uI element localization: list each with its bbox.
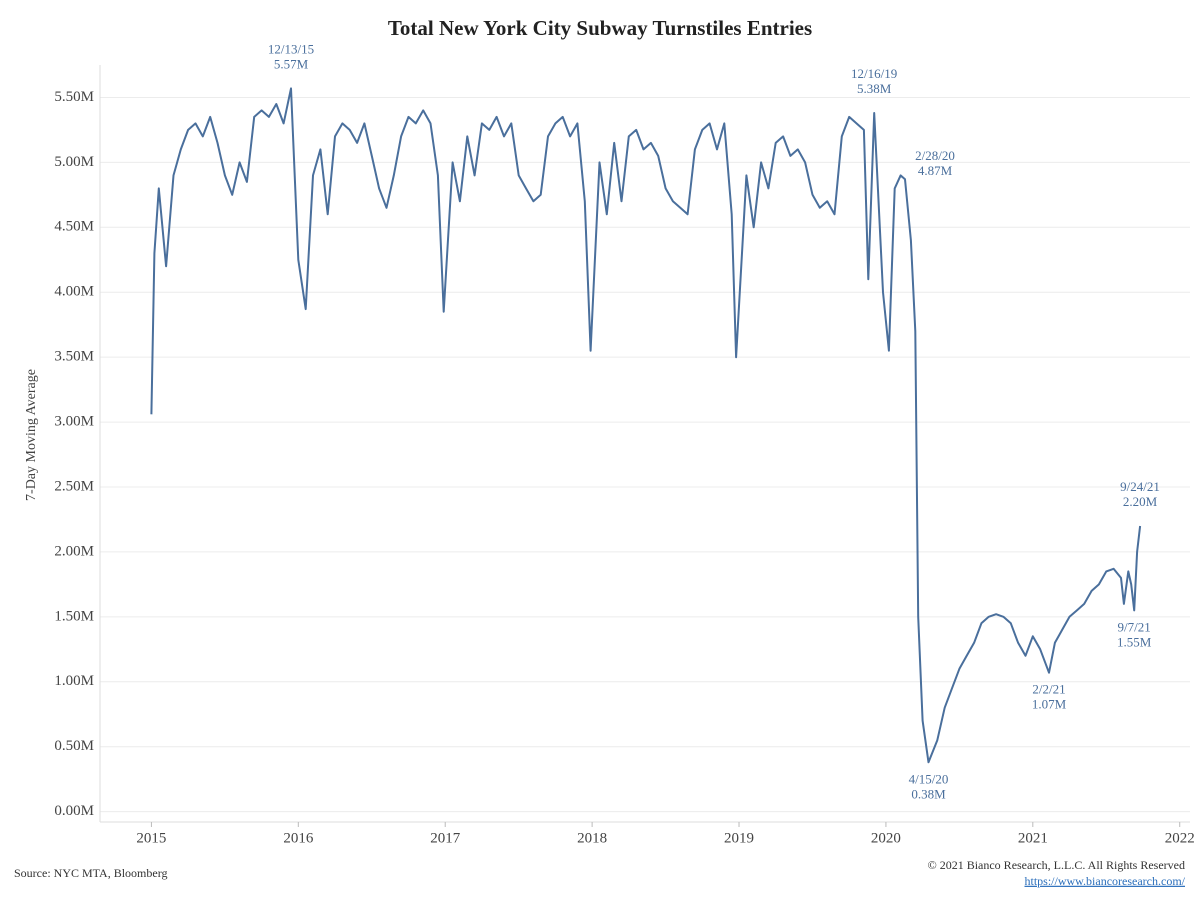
x-tick-label: 2016 — [283, 830, 314, 846]
y-tick-label: 2.50M — [54, 478, 94, 494]
annotation-date: 9/24/21 — [1120, 479, 1160, 494]
x-tick-label: 2018 — [577, 830, 607, 846]
source: Source: NYC MTA, Bloomberg — [14, 866, 167, 880]
link[interactable]: https://www.biancoresearch.com/ — [1024, 874, 1185, 888]
x-tick-label: 2017 — [430, 830, 461, 846]
y-tick-label: 2.00M — [54, 543, 94, 559]
y-axis-label: 7-Day Moving Average — [24, 369, 39, 501]
y-tick-label: 3.50M — [54, 349, 94, 365]
annotation-date: 12/16/19 — [851, 66, 897, 81]
annotation-value: 5.38M — [857, 81, 892, 96]
x-tick-label: 2019 — [724, 830, 754, 846]
y-tick-label: 0.00M — [54, 803, 94, 819]
x-tick-label: 2021 — [1018, 830, 1048, 846]
annotation-value: 4.87M — [918, 163, 953, 178]
y-tick-label: 1.00M — [54, 673, 94, 689]
annotation-date: 2/28/20 — [915, 148, 955, 163]
y-tick-label: 3.00M — [54, 414, 94, 430]
y-tick-label: 1.50M — [54, 608, 94, 624]
chart-title: Total New York City Subway Turnstiles En… — [388, 16, 812, 40]
annotation-value: 1.07M — [1032, 697, 1067, 712]
annotation-value: 1.55M — [1117, 634, 1152, 649]
annotation-value: 0.38M — [911, 786, 946, 801]
y-tick-label: 4.50M — [54, 219, 94, 235]
annotation-date: 9/7/21 — [1118, 619, 1151, 634]
annotation-value: 5.57M — [274, 56, 309, 71]
x-tick-label: 2022 — [1165, 830, 1195, 846]
annotation-date: 12/13/15 — [268, 41, 314, 56]
series-line — [150, 87, 1142, 764]
annotation-date: 4/15/20 — [909, 771, 949, 786]
y-tick-label: 5.50M — [54, 89, 94, 105]
copyright: © 2021 Bianco Research, L.L.C. All Right… — [928, 858, 1185, 872]
annotation-value: 2.20M — [1123, 494, 1158, 509]
y-tick-label: 4.00M — [54, 284, 94, 300]
y-tick-label: 5.00M — [54, 154, 94, 170]
annotation-date: 2/2/21 — [1032, 682, 1065, 697]
x-tick-label: 2015 — [136, 830, 166, 846]
y-tick-label: 0.50M — [54, 738, 94, 754]
x-tick-label: 2020 — [871, 830, 901, 846]
